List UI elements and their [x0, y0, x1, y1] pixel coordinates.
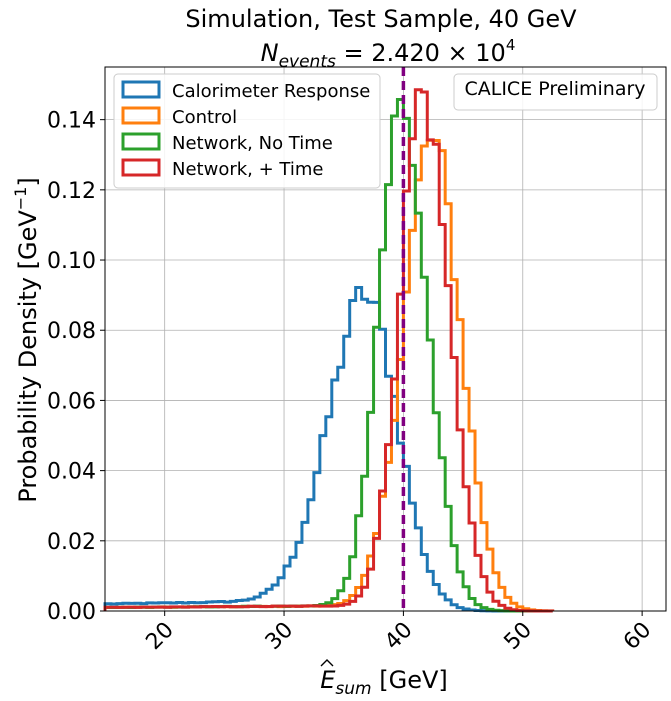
legend-label: Network, + Time: [172, 159, 323, 180]
annotation-box: [453, 73, 658, 111]
annotation: CALICE Preliminary: [453, 73, 658, 111]
plot-frame: [104, 66, 667, 612]
legend-swatch: [121, 106, 161, 125]
histogram-series-3: [103, 88, 555, 613]
x-axis-unit: [GeV]: [372, 666, 448, 694]
x-tick-label: 20: [141, 618, 178, 655]
legend-box: [113, 73, 381, 189]
histogram-series-0: [103, 286, 553, 613]
legend: Calorimeter Response Control Network, No T…: [113, 73, 381, 189]
y-tick-label: 0.02: [47, 530, 96, 555]
x-axis-subscript: sum: [335, 679, 371, 699]
y-tick-label: 0.06: [47, 389, 96, 414]
y-tick-label: 0.04: [47, 460, 96, 485]
y-axis-title: Probability Density [GeV−1]: [11, 177, 42, 502]
x-axis-hat: [320, 659, 334, 667]
legend-label: Network, No Time: [172, 133, 333, 154]
title-exponent: 4: [506, 36, 516, 54]
y-tick-label: 0.12: [47, 179, 96, 204]
legend-swatch: [121, 80, 161, 99]
title-value: = 2.420 × 10: [336, 39, 506, 67]
legend-label: Calorimeter Response: [172, 81, 370, 102]
x-tick-label: 30: [261, 618, 298, 655]
x-tick-label: 60: [619, 618, 656, 655]
title-n-symbol: N: [261, 39, 279, 67]
x-tick-label: 40: [380, 618, 417, 655]
ticks: 20 30 40 50 60 0.00 0.02 0.04 0.06 0.08 0.10 0.12 0.…: [47, 109, 656, 655]
y-tick-label: 0.14: [47, 109, 96, 134]
series-layer: [103, 88, 555, 613]
histogram-series-1: [103, 138, 555, 613]
x-tick-label: 50: [500, 618, 537, 655]
y-tick-label: 0.10: [47, 249, 96, 274]
legend-swatch: [121, 132, 161, 151]
y-axis-label-end: ]: [14, 177, 42, 186]
y-tick-label: 0.00: [47, 600, 96, 625]
y-axis-label-exponent: −1: [11, 187, 30, 211]
y-axis-label-main: Probability Density [GeV: [14, 210, 42, 503]
title-n-subscript: events: [279, 52, 336, 72]
x-axis-symbol: E: [320, 666, 336, 694]
legend-label: Control: [172, 107, 237, 128]
chart-title-line1: Simulation, Test Sample, 40 GeV: [185, 5, 577, 33]
x-axis-title: Esum [GeV]: [320, 666, 448, 699]
annotation-text: CALICE Preliminary: [464, 78, 645, 100]
legend-swatch: [121, 158, 161, 177]
y-tick-label: 0.08: [47, 319, 96, 344]
